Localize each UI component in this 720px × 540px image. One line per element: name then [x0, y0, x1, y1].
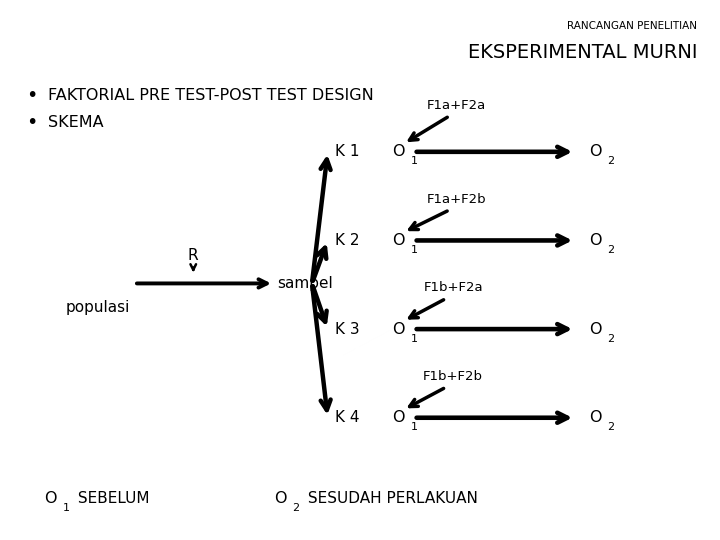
Text: 2: 2	[607, 334, 614, 344]
Text: O: O	[590, 233, 602, 248]
Text: 1: 1	[411, 334, 418, 344]
Text: O: O	[392, 322, 405, 336]
Text: O: O	[392, 233, 405, 248]
Text: F1a+F2b: F1a+F2b	[427, 193, 487, 206]
Text: F1b+F2a: F1b+F2a	[423, 281, 483, 294]
Text: 1: 1	[411, 422, 418, 433]
Text: K 4: K 4	[335, 410, 359, 425]
Text: •: •	[27, 113, 38, 132]
Text: O: O	[45, 491, 57, 506]
Text: O: O	[392, 410, 405, 425]
Text: K 2: K 2	[335, 233, 359, 248]
Text: F1a+F2a: F1a+F2a	[427, 98, 487, 112]
Text: O: O	[590, 144, 602, 159]
Text: SEBELUM: SEBELUM	[73, 491, 150, 506]
Text: 2: 2	[607, 245, 614, 255]
Text: •: •	[27, 86, 38, 105]
Text: K 1: K 1	[335, 144, 359, 159]
Text: SESUDAH PERLAKUAN: SESUDAH PERLAKUAN	[302, 491, 477, 506]
Text: 2: 2	[607, 157, 614, 166]
Text: sampel: sampel	[277, 276, 333, 291]
Text: O: O	[590, 322, 602, 336]
Text: EKSPERIMENTAL MURNI: EKSPERIMENTAL MURNI	[467, 43, 697, 62]
Text: SKEMA: SKEMA	[48, 115, 104, 130]
Text: O: O	[590, 410, 602, 425]
Text: K 3: K 3	[335, 322, 359, 336]
Text: 1: 1	[411, 245, 418, 255]
Text: O: O	[392, 144, 405, 159]
Text: 1: 1	[411, 157, 418, 166]
Text: R: R	[188, 248, 199, 263]
Text: FAKTORIAL PRE TEST-POST TEST DESIGN: FAKTORIAL PRE TEST-POST TEST DESIGN	[48, 88, 374, 103]
Text: F1b+F2b: F1b+F2b	[423, 370, 483, 383]
Text: RANCANGAN PENELITIAN: RANCANGAN PENELITIAN	[567, 21, 697, 31]
Text: O: O	[274, 491, 287, 506]
Text: 1: 1	[63, 503, 70, 513]
Text: 2: 2	[607, 422, 614, 433]
Text: populasi: populasi	[66, 300, 130, 314]
Text: 2: 2	[292, 503, 300, 513]
